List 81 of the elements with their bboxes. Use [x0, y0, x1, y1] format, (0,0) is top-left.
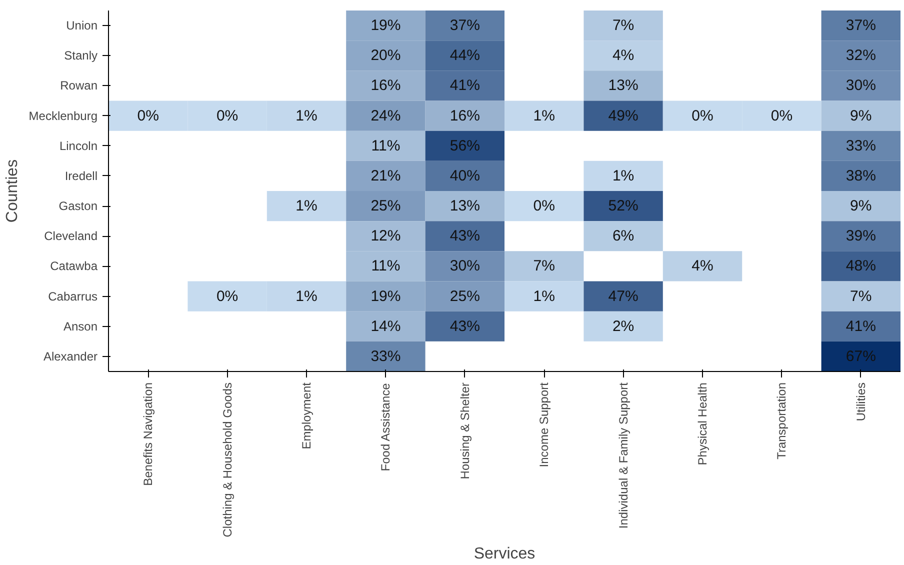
- data-label: 9%: [850, 107, 872, 124]
- data-label: 56%: [450, 137, 480, 154]
- data-label: 40%: [450, 167, 480, 184]
- data-label: 25%: [370, 198, 401, 215]
- data-label: 44%: [450, 47, 480, 64]
- data-label: 4%: [692, 258, 714, 275]
- x-tick-label: Clothing & Household Goods: [220, 382, 234, 538]
- x-axis-title: Services: [474, 545, 536, 562]
- data-label: 33%: [370, 348, 401, 365]
- data-label: 48%: [846, 258, 876, 275]
- x-tick-label: Physical Health: [696, 382, 710, 466]
- y-tick-label: Gaston: [58, 199, 98, 214]
- data-label: 7%: [533, 258, 555, 275]
- x-tick-label: Housing & Shelter: [458, 382, 472, 480]
- data-label: 13%: [608, 77, 638, 94]
- data-label: 11%: [371, 137, 400, 154]
- y-tick-label: Lincoln: [59, 138, 98, 153]
- y-tick-label: Iredell: [64, 168, 98, 183]
- data-label: 24%: [370, 107, 401, 124]
- data-label: 20%: [370, 47, 401, 64]
- y-tick-label: Cabarrus: [48, 289, 98, 304]
- data-label: 1%: [533, 288, 555, 305]
- data-label: 37%: [846, 17, 876, 34]
- x-tick-label: Income Support: [537, 382, 552, 468]
- data-label: 16%: [370, 77, 401, 94]
- data-label: 13%: [450, 198, 480, 215]
- data-label: 7%: [612, 17, 634, 34]
- data-label: 0%: [770, 107, 793, 124]
- data-label: 1%: [612, 167, 634, 184]
- data-label: 0%: [137, 107, 159, 124]
- data-label: 37%: [450, 17, 480, 34]
- y-tick-label: Mecklenburg: [28, 108, 98, 123]
- data-label: 19%: [370, 17, 401, 34]
- y-tick-label: Catawba: [50, 259, 98, 274]
- data-label: 1%: [296, 107, 318, 124]
- y-tick-label: Cleveland: [44, 229, 98, 244]
- data-label: 4%: [612, 47, 634, 64]
- data-label: 14%: [370, 318, 401, 335]
- y-tick-label: Alexander: [43, 349, 98, 364]
- data-label: 1%: [296, 288, 318, 305]
- data-label: 0%: [216, 107, 238, 124]
- data-label: 52%: [608, 198, 638, 215]
- data-label: 6%: [612, 228, 634, 245]
- data-label: 0%: [216, 288, 238, 305]
- x-tick-label: Transportation: [774, 382, 789, 460]
- data-label: 0%: [692, 107, 714, 124]
- x-tick-label: Individual & Family Support: [616, 382, 630, 529]
- x-tick-label: Employment: [300, 382, 314, 450]
- data-label: 0%: [533, 198, 555, 215]
- data-label: 47%: [608, 288, 638, 305]
- data-label: 21%: [370, 167, 401, 184]
- x-tick-label: Utilities: [854, 382, 868, 422]
- data-label: 41%: [846, 318, 876, 335]
- y-tick-label: Anson: [63, 319, 98, 334]
- y-tick-label: Stanly: [64, 48, 98, 63]
- data-label: 43%: [450, 228, 480, 245]
- data-label: 39%: [846, 228, 876, 245]
- data-label: 43%: [450, 318, 480, 335]
- data-label: 33%: [846, 137, 876, 154]
- x-tick-label: Food Assistance: [378, 382, 393, 472]
- data-label: 19%: [370, 288, 401, 305]
- data-label: 11%: [371, 258, 400, 275]
- data-label: 38%: [846, 167, 876, 184]
- y-tick-label: Rowan: [60, 78, 98, 93]
- data-label: 9%: [850, 198, 872, 215]
- data-label: 25%: [450, 288, 480, 305]
- x-tick-label: Benefits Navigation: [141, 382, 156, 486]
- data-label: 12%: [370, 228, 401, 245]
- data-label: 67%: [846, 348, 876, 365]
- data-label: 1%: [533, 107, 555, 124]
- data-label: 1%: [296, 198, 318, 215]
- data-label: 30%: [450, 258, 480, 275]
- data-label: 7%: [850, 288, 872, 305]
- data-label: 16%: [450, 107, 480, 124]
- data-label: 2%: [612, 318, 634, 335]
- y-tick-label: Union: [66, 18, 98, 33]
- data-label: 49%: [608, 107, 638, 124]
- data-label: 41%: [450, 77, 480, 94]
- data-label: 32%: [846, 47, 876, 64]
- y-axis-title: Counties: [4, 159, 21, 223]
- data-label: 30%: [846, 77, 876, 94]
